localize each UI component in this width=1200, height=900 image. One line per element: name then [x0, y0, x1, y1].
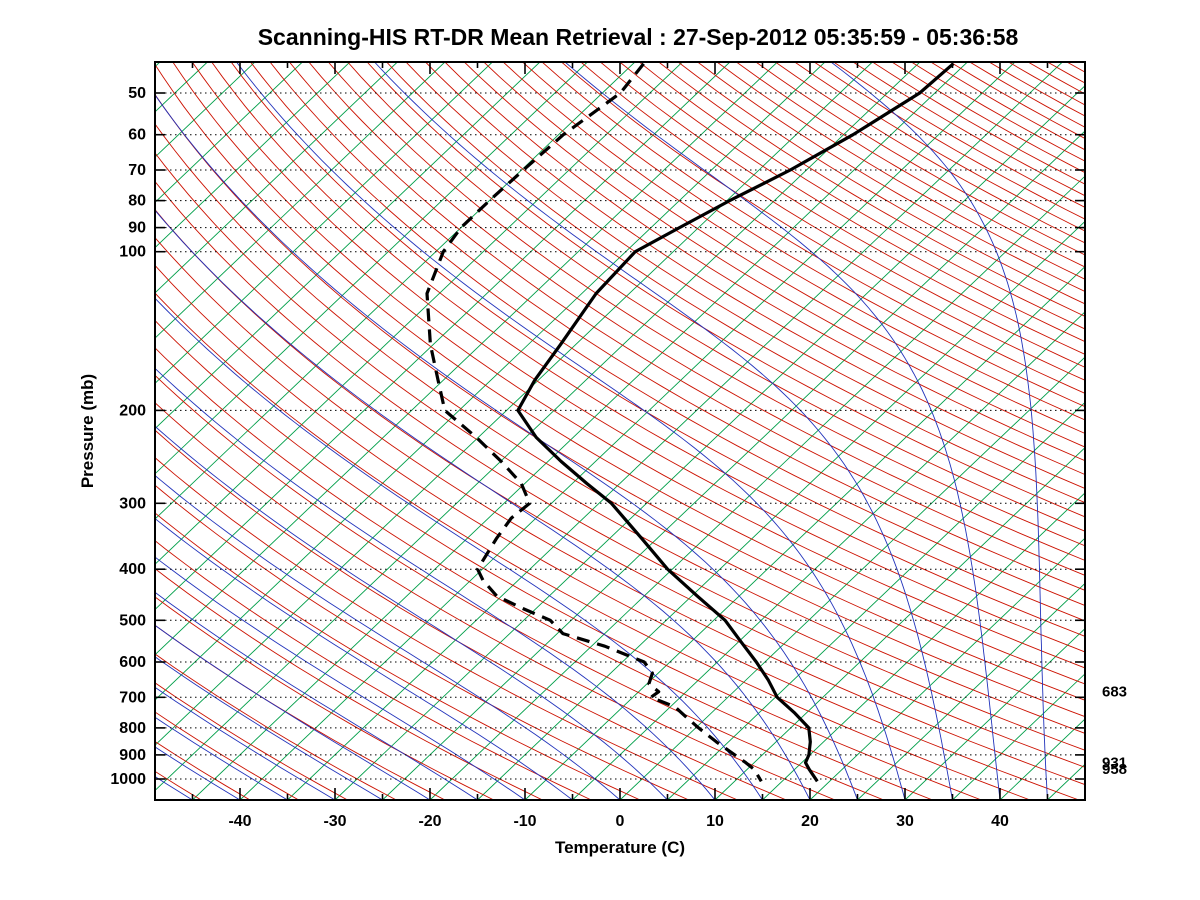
dewpoint-profile-line: [425, 62, 763, 783]
y-tick-label: 900: [119, 747, 146, 764]
y-tick-label: 90: [128, 220, 146, 237]
axis-ticks: [155, 62, 1085, 800]
x-tick-label: -40: [228, 813, 251, 830]
pressure-gridlines: [155, 92, 1085, 780]
y-tick-label: 100: [119, 244, 146, 261]
y-tick-label: 300: [119, 495, 146, 512]
y-tick-label: 80: [128, 193, 146, 210]
x-tick-label: 30: [896, 813, 914, 830]
moist-adiabats-layer: [155, 62, 1048, 800]
x-tick-label: -10: [513, 813, 536, 830]
y-tick-label: 400: [119, 561, 146, 578]
x-tick-label: -30: [323, 813, 346, 830]
x-tick-label: 40: [991, 813, 1009, 830]
background-lines-layer: [155, 62, 1085, 800]
chart-title: Scanning-HIS RT-DR Mean Retrieval : 27-S…: [257, 24, 1019, 50]
x-tick-label: 20: [801, 813, 819, 830]
profiles-layer: [425, 62, 955, 783]
y-tick-label: 500: [119, 612, 146, 629]
y-tick-label: 1000: [110, 771, 146, 788]
x-tick-label: -20: [418, 813, 441, 830]
y-tick-label: 700: [119, 689, 146, 706]
right-pressure-label: 958: [1102, 761, 1127, 778]
y-tick-label: 60: [128, 127, 146, 144]
x-tick-label: 10: [706, 813, 724, 830]
y-tick-label: 200: [119, 402, 146, 419]
y-tick-label: 600: [119, 654, 146, 671]
right-pressure-label: 683: [1102, 684, 1127, 701]
right-pressure-label: 931: [1102, 755, 1127, 772]
x-tick-label: 0: [616, 813, 625, 830]
axis-tick-labels: -40 -30 -20 -10 0 10 20 30 40 50 60 70 80 90 100 200 300…: [110, 85, 1127, 830]
x-axis-title: Temperature (C): [554, 838, 686, 857]
temperature-profile-line: [516, 62, 955, 783]
y-tick-label: 50: [128, 85, 146, 102]
y-tick-label: 800: [119, 720, 146, 737]
y-tick-label: 70: [128, 162, 146, 179]
